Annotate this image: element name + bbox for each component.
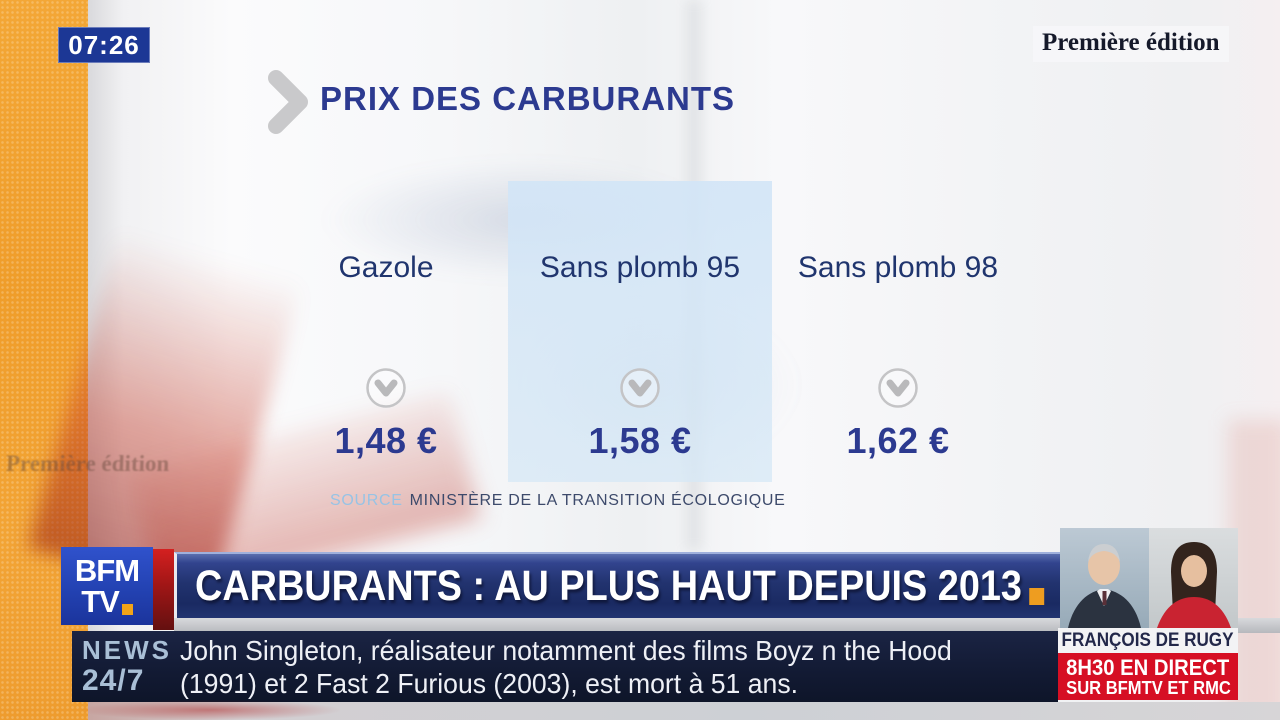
highlighted-column-background xyxy=(508,181,772,482)
news-247-badge: NEWS 24/7 xyxy=(72,637,180,696)
guest-name-band: FRANÇOIS DE RUGY xyxy=(1058,628,1238,653)
bfmtv-logo: BFM TV xyxy=(61,547,153,625)
source-name: MINISTÈRE DE LA TRANSITION ÉCOLOGIQUE xyxy=(409,492,786,509)
banner-divider-strip xyxy=(174,618,1280,633)
logo-text-bfm: BFM xyxy=(74,553,140,588)
fuel-column-gazole: Gazole 1,48 € xyxy=(254,250,518,462)
ticker-text: John Singleton, réalisateur notamment de… xyxy=(180,634,992,700)
fuel-label: Sans plomb 98 xyxy=(797,251,999,284)
arrow-down-circle-icon xyxy=(365,367,407,409)
logo-dot xyxy=(121,604,133,615)
fuel-price: 1,62 € xyxy=(846,420,950,461)
presenter-photos xyxy=(1060,528,1238,628)
news-badge-line2: 24/7 xyxy=(82,664,145,697)
promo-channel: SUR BFMTV ET RMC xyxy=(1065,677,1231,698)
headline-period-square xyxy=(1029,587,1044,605)
fuel-label: Sans plomb 95 xyxy=(539,251,741,284)
red-splash-decoration xyxy=(80,700,340,720)
fuel-column-sp95: Sans plomb 95 1,58 € xyxy=(508,250,772,462)
clock: 07:26 xyxy=(58,27,150,63)
fuel-label: Gazole xyxy=(338,251,434,284)
ticker-line2: (1991) et 2 Fast 2 Furious (2003), est m… xyxy=(180,667,799,699)
ticker-line1: John Singleton, réalisateur notamment de… xyxy=(180,634,952,666)
arrow-down-circle-icon xyxy=(877,367,919,409)
presenter-photo-female xyxy=(1149,528,1238,628)
fuel-column-sp98: Sans plomb 98 1,62 € xyxy=(766,250,1030,462)
fuel-price: 1,48 € xyxy=(334,420,438,461)
headline-text: CARBURANTS : AU PLUS HAUT DEPUIS 2013 xyxy=(195,561,1022,610)
news-badge-line1: NEWS xyxy=(82,635,172,665)
source-line: SOURCE MINISTÈRE DE LA TRANSITION ÉCOLOGI… xyxy=(330,492,786,510)
presenter-photo-male xyxy=(1060,528,1149,628)
news-ticker: NEWS 24/7 John Singleton, réalisateur no… xyxy=(72,631,1058,702)
arrow-down-circle-icon xyxy=(619,367,661,409)
fuel-price: 1,58 € xyxy=(588,420,692,461)
chevron-right-icon xyxy=(266,70,314,134)
source-label: SOURCE xyxy=(330,492,403,509)
guest-name: FRANÇOIS DE RUGY xyxy=(1062,629,1234,651)
program-watermark: Première édition xyxy=(1033,26,1229,62)
infographic-title: PRIX DES CARBURANTS xyxy=(320,80,736,117)
headline-banner: CARBURANTS : AU PLUS HAUT DEPUIS 2013 xyxy=(174,552,1062,618)
red-strip-decoration xyxy=(153,549,174,630)
logo-text-tv: TV xyxy=(81,584,120,619)
ghost-watermark: Première édition xyxy=(5,451,170,476)
promo-red-band: 8H30 EN DIRECT SUR BFMTV ET RMC xyxy=(1058,653,1238,700)
bottom-strip xyxy=(88,702,1280,720)
promo-time: 8H30 EN DIRECT xyxy=(1066,654,1230,680)
